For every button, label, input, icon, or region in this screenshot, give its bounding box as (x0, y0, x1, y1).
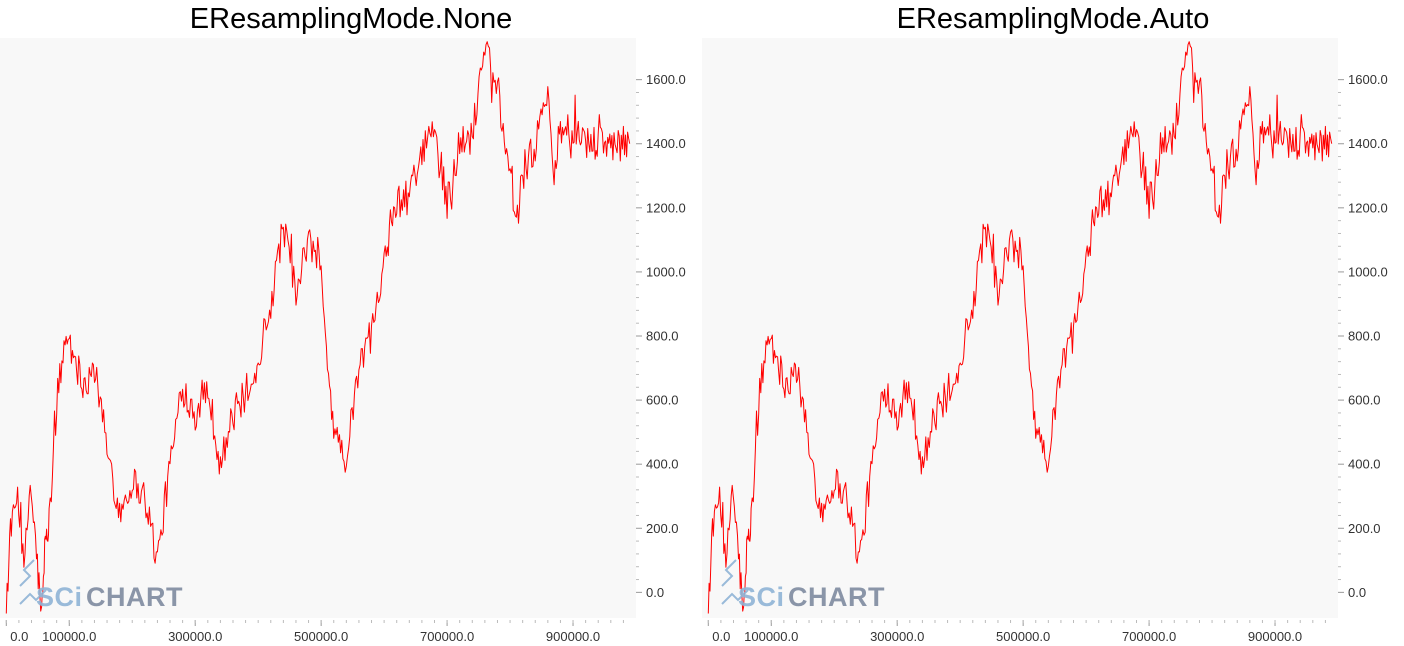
x-tick-label: 700000.0 (1122, 629, 1176, 644)
y-tick-label: 1000.0 (1348, 264, 1388, 279)
chart-panel-none: EResamplingMode.None 0.0 200.0 400.0 600.0 8… (0, 3, 686, 644)
x-tick-label: 0.0 (10, 629, 28, 644)
chart-plot-none: 0.0 200.0 400.0 600.0 800.0 1000.0 1200.0 1400.… (0, 38, 686, 644)
y-tick-label: 0.0 (1348, 585, 1366, 600)
logo-mark-icon (19, 559, 47, 605)
chart-title: EResamplingMode.Auto (896, 3, 1210, 35)
chart-title: EResamplingMode.None (189, 3, 513, 35)
x-tick-label: 900000.0 (1248, 629, 1302, 644)
y-tick-label: 1200.0 (1348, 200, 1388, 215)
y-tick-label: 1600.0 (1348, 72, 1388, 87)
x-tick-label: 500000.0 (294, 629, 348, 644)
y-tick-label: 1000.0 (646, 264, 686, 279)
scichart-logo: SCi CHART (721, 559, 885, 612)
y-tick-label: 200.0 (646, 521, 679, 536)
y-tick-label: 1600.0 (646, 72, 686, 87)
scichart-logo: SCi CHART (19, 559, 183, 612)
x-tick-label: 300000.0 (870, 629, 924, 644)
logo-prefix-text: SCi (36, 582, 83, 612)
logo-suffix-text: CHART (86, 582, 183, 612)
x-tick-label: 500000.0 (996, 629, 1050, 644)
y-tick-label: 600.0 (646, 393, 679, 408)
series-line (5, 41, 631, 614)
y-tick-label: 1400.0 (1348, 136, 1388, 151)
series-line (707, 41, 1333, 614)
y-tick-label: 200.0 (1348, 521, 1381, 536)
logo-suffix-text: CHART (788, 582, 885, 612)
x-tick-label: 900000.0 (546, 629, 600, 644)
y-tick-label: 800.0 (646, 329, 679, 344)
logo-mark-icon (721, 559, 749, 605)
y-tick-label: 400.0 (1348, 457, 1381, 472)
y-tick-label: 1200.0 (646, 200, 686, 215)
x-tick-label: 300000.0 (168, 629, 222, 644)
x-tick-label: 0.0 (712, 629, 730, 644)
y-tick-label: 0.0 (646, 585, 664, 600)
y-tick-label: 1400.0 (646, 136, 686, 151)
plot-background (702, 38, 1338, 618)
y-tick-label: 600.0 (1348, 393, 1381, 408)
x-tick-label: 100000.0 (744, 629, 798, 644)
y-tick-label: 400.0 (646, 457, 679, 472)
chart-panel-auto: EResamplingMode.Auto 0.0 200.0 400.0 600.0 8… (702, 0, 1404, 646)
y-tick-label: 800.0 (1348, 329, 1381, 344)
x-tick-label: 700000.0 (420, 629, 474, 644)
x-tick-label: 100000.0 (42, 629, 96, 644)
logo-prefix-text: SCi (738, 582, 785, 612)
chart-plot-auto: 0.0 200.0 400.0 600.0 800.0 1000.0 1200.0 1400.… (702, 38, 1388, 644)
plot-background (0, 38, 636, 618)
